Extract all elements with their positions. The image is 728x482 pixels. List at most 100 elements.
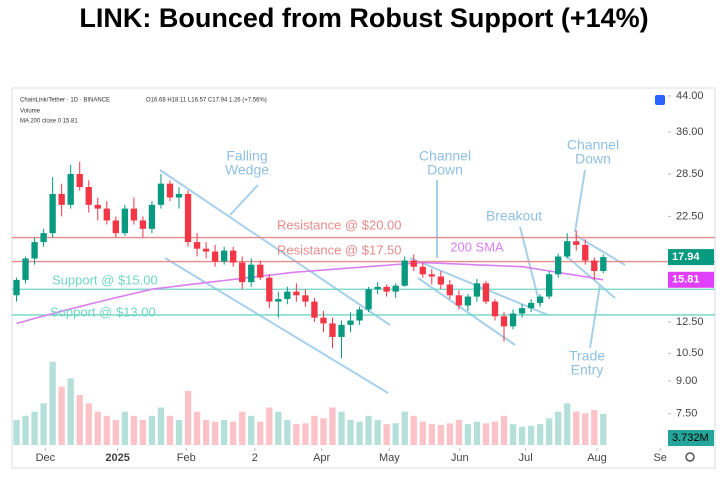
wedge-upper [159, 169, 391, 326]
candle-body [401, 260, 408, 286]
y-tick-label: 7.50 [676, 408, 697, 420]
x-tick-label: Se [653, 452, 666, 464]
volume-bar [545, 418, 553, 445]
x-tick-label: Jul [519, 452, 533, 464]
settings-icon[interactable] [685, 452, 695, 462]
volume-bar [284, 420, 291, 445]
y-tick-label: 28.50 [676, 168, 704, 180]
x-tick-label: Feb [177, 452, 196, 464]
candle-body [40, 233, 47, 243]
volume-bar [374, 420, 381, 445]
x-tick-label: Aug [587, 452, 607, 464]
candle-body [31, 242, 38, 259]
candle-body [67, 173, 74, 205]
volume-bar [573, 411, 580, 445]
volume-bar [49, 361, 56, 445]
volume-bar [555, 411, 562, 445]
candle-body [428, 274, 435, 277]
volume-bar [401, 411, 408, 445]
channel2-upper [574, 234, 626, 266]
candle-body [564, 241, 571, 257]
candle-body [338, 324, 345, 337]
volume-bar [428, 424, 435, 445]
candle-body [293, 291, 300, 296]
volume-bar [202, 420, 210, 445]
annotation: Down [575, 151, 611, 167]
volume-bar [239, 411, 246, 445]
volume-bar [67, 378, 74, 445]
volume-bar [275, 411, 282, 445]
volume-bar [130, 415, 138, 445]
candle-body [518, 308, 526, 314]
annotation: Trade [569, 348, 605, 364]
ma-legend: MA 200 close 0 15.81 [20, 119, 78, 125]
volume-bar [157, 407, 165, 445]
candle-body [545, 274, 553, 297]
candle-body [410, 260, 417, 267]
candle-body [248, 264, 255, 283]
wedge-arrow [229, 184, 259, 216]
volume-bar [600, 413, 607, 445]
chart-title: LINK: Bounced from Robust Support (+14%) [79, 3, 648, 33]
candle-body [392, 285, 399, 292]
volume-bar [121, 411, 129, 445]
candle-body [148, 204, 156, 229]
volume-bar [383, 424, 390, 445]
ohlc-label: O16.68 H18.11 L16.57 C17.94 1.26 (+7.56%… [146, 98, 267, 104]
volume-bar [248, 415, 255, 445]
candle-body [419, 266, 426, 275]
sma-label: 200 SMA [450, 239, 504, 254]
volume-legend: Volume [20, 109, 41, 115]
candle-body [591, 260, 598, 272]
candle-body [220, 250, 228, 262]
volume-bar [455, 420, 463, 445]
candle-body [482, 283, 490, 302]
volume-bar [184, 390, 192, 445]
entry-arrow [589, 284, 601, 349]
candle-body [356, 309, 363, 321]
volume-bar [293, 424, 300, 445]
channel2-arrow [574, 169, 586, 233]
level-label: Resistance @ $17.50 [277, 242, 402, 257]
volume-bar [473, 421, 481, 445]
toolbar-icon[interactable] [655, 95, 665, 105]
annotation: Channel [567, 137, 619, 153]
volume-bar [491, 421, 499, 445]
candle-body [573, 241, 580, 245]
candle-body [311, 301, 318, 318]
volume-bar [437, 425, 444, 445]
annotation: Down [427, 162, 463, 178]
volume-bar [148, 415, 156, 445]
volume-bar [320, 418, 327, 445]
volume-bar [193, 411, 201, 445]
annotation: Entry [571, 362, 604, 378]
sma-price-label: 15.81 [672, 274, 700, 286]
annotation: Wedge [225, 162, 269, 178]
level-label: Support @ $13.00 [50, 304, 156, 319]
volume-bar [220, 420, 228, 445]
candle-body [76, 173, 83, 188]
annotation: Falling [226, 148, 267, 164]
candle-body [184, 193, 192, 243]
volume-bar [302, 423, 309, 445]
y-tick-label: 9.00 [676, 375, 697, 387]
candle-body [230, 250, 237, 263]
candle-body [509, 313, 517, 327]
volume-bar [419, 421, 426, 445]
candle-body [365, 289, 372, 310]
candle-body [13, 279, 20, 296]
x-tick-label: Apr [313, 452, 330, 464]
volume-bar [518, 426, 526, 445]
volume-bar [392, 423, 399, 445]
candle-body [121, 208, 129, 234]
wedge-lower [164, 257, 389, 394]
candle-body [103, 208, 110, 221]
candle-body [473, 283, 481, 297]
volume-bar [230, 421, 237, 445]
last-price-label: 17.94 [672, 251, 700, 263]
x-tick-label: 2025 [105, 452, 129, 464]
volume-bar [365, 415, 372, 445]
volume-bar [257, 421, 264, 445]
candle-body [49, 193, 56, 234]
